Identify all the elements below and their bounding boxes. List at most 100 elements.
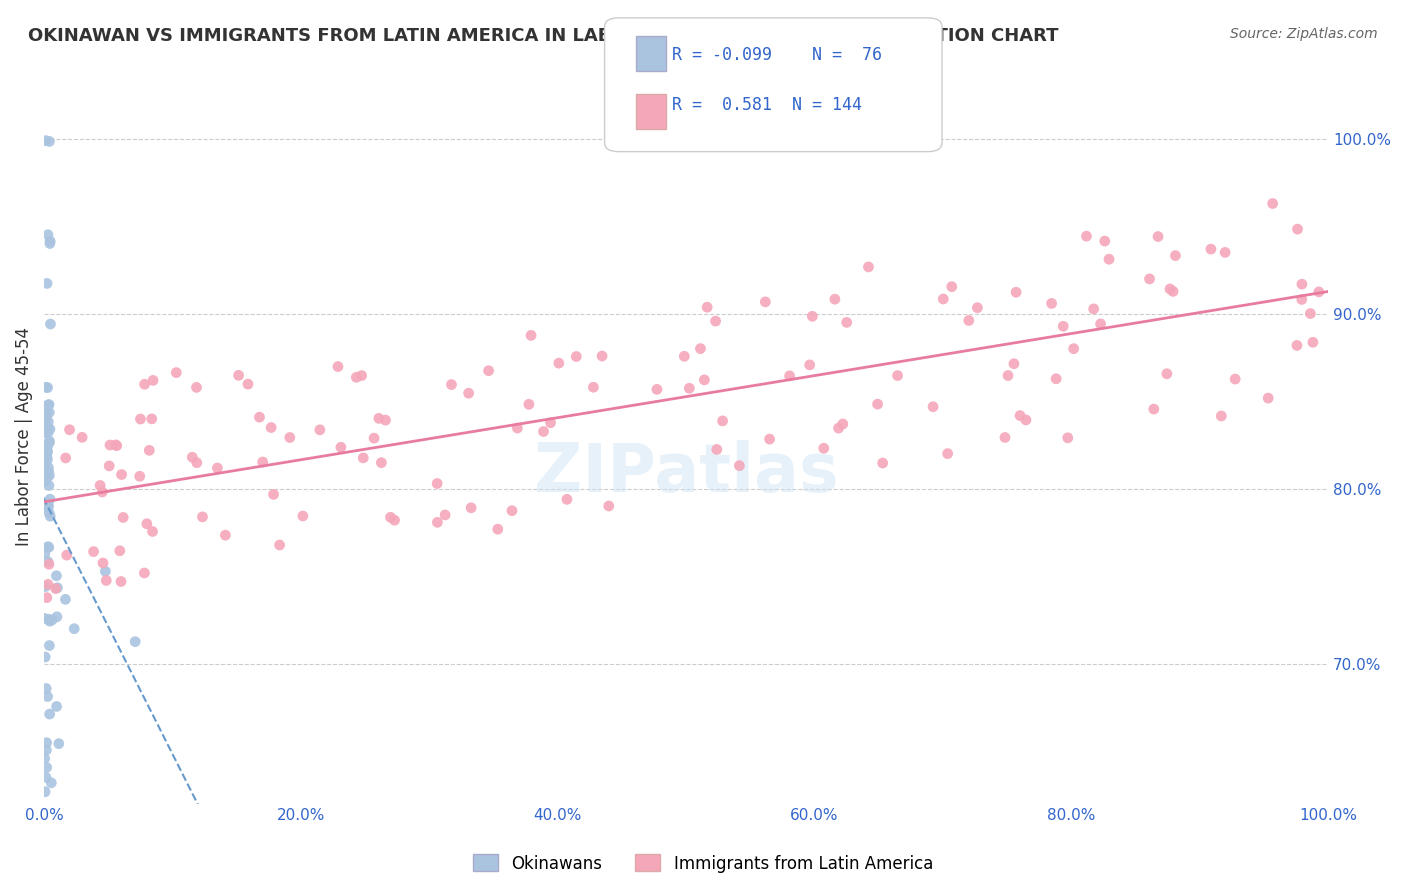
Point (34, 499, 56, 513)
Point (37, 227, 59, 242)
Point (460, 500, 482, 515)
Point (678, 381, 700, 395)
Point (426, 476, 449, 491)
Point (34, 461, 56, 475)
Point (645, 383, 668, 397)
Point (533, 425, 555, 439)
Point (39, 509, 62, 524)
Point (384, 513, 406, 527)
Point (799, 358, 821, 372)
Point (37, 444, 59, 458)
Point (58, 423, 80, 437)
Point (994, 430, 1017, 444)
Point (38, 468, 60, 483)
Point (98, 438, 121, 452)
Point (39, 492, 62, 507)
Point (1143, 402, 1166, 417)
Point (997, 368, 1019, 383)
Point (1052, 319, 1074, 334)
Point (278, 430, 301, 444)
Point (35, 407, 58, 421)
Point (547, 356, 569, 370)
Point (134, 377, 156, 392)
Point (91, 485, 114, 500)
Point (38, 612, 60, 626)
Point (1291, 293, 1313, 307)
Point (374, 413, 396, 427)
Point (37, 577, 59, 591)
Point (35, 450, 58, 465)
Point (1285, 338, 1308, 352)
Point (38, 236, 60, 251)
Point (63, 622, 86, 636)
Point (142, 373, 165, 387)
Point (37, 439, 59, 453)
Point (370, 456, 392, 470)
Point (34, 785, 56, 799)
Point (1302, 335, 1324, 350)
Point (138, 443, 160, 458)
Point (344, 370, 367, 384)
Point (269, 538, 291, 552)
Point (165, 366, 187, 380)
Point (39, 317, 62, 331)
Point (1040, 296, 1063, 310)
Point (367, 411, 389, 425)
Point (104, 438, 127, 452)
Point (506, 421, 529, 435)
Legend: Okinawans, Immigrants from Latin America: Okinawans, Immigrants from Latin America (467, 847, 939, 880)
Point (704, 314, 727, 328)
Point (35, 277, 58, 291)
Point (434, 508, 457, 522)
Point (35, 402, 58, 417)
Point (91, 556, 114, 570)
Point (45, 699, 67, 714)
Point (1211, 409, 1233, 423)
Point (263, 487, 285, 501)
Point (94, 564, 117, 578)
Point (236, 377, 259, 392)
Point (110, 574, 132, 589)
Point (32, 454, 55, 468)
Point (35, 410, 58, 425)
Point (350, 368, 373, 383)
Point (96, 574, 118, 588)
Point (38, 478, 60, 492)
Point (1199, 242, 1222, 256)
Point (779, 368, 801, 383)
Point (501, 504, 523, 518)
Point (457, 386, 479, 401)
Point (98, 458, 121, 473)
Point (191, 509, 214, 524)
Point (591, 349, 613, 363)
Point (835, 315, 858, 329)
Point (38, 405, 60, 419)
Point (1213, 245, 1236, 260)
Point (35, 743, 58, 757)
Point (141, 524, 163, 539)
Point (37, 445, 59, 459)
Point (1139, 272, 1161, 286)
Point (1308, 285, 1330, 299)
Point (128, 469, 150, 483)
Point (706, 442, 728, 457)
Point (1161, 285, 1184, 299)
Point (689, 342, 711, 356)
Point (858, 260, 880, 274)
Point (207, 461, 229, 475)
Point (141, 412, 163, 426)
Point (540, 416, 562, 430)
Point (38, 639, 60, 653)
Point (824, 292, 846, 306)
Text: ZIPatlas: ZIPatlas (534, 440, 838, 506)
Point (48, 737, 70, 751)
Point (291, 508, 314, 523)
Point (37, 380, 59, 394)
Point (32, 417, 55, 432)
Point (108, 543, 131, 558)
Point (38, 135, 60, 149)
Point (1098, 252, 1121, 267)
Point (186, 380, 208, 394)
Point (37, 555, 59, 569)
Point (1286, 222, 1309, 236)
